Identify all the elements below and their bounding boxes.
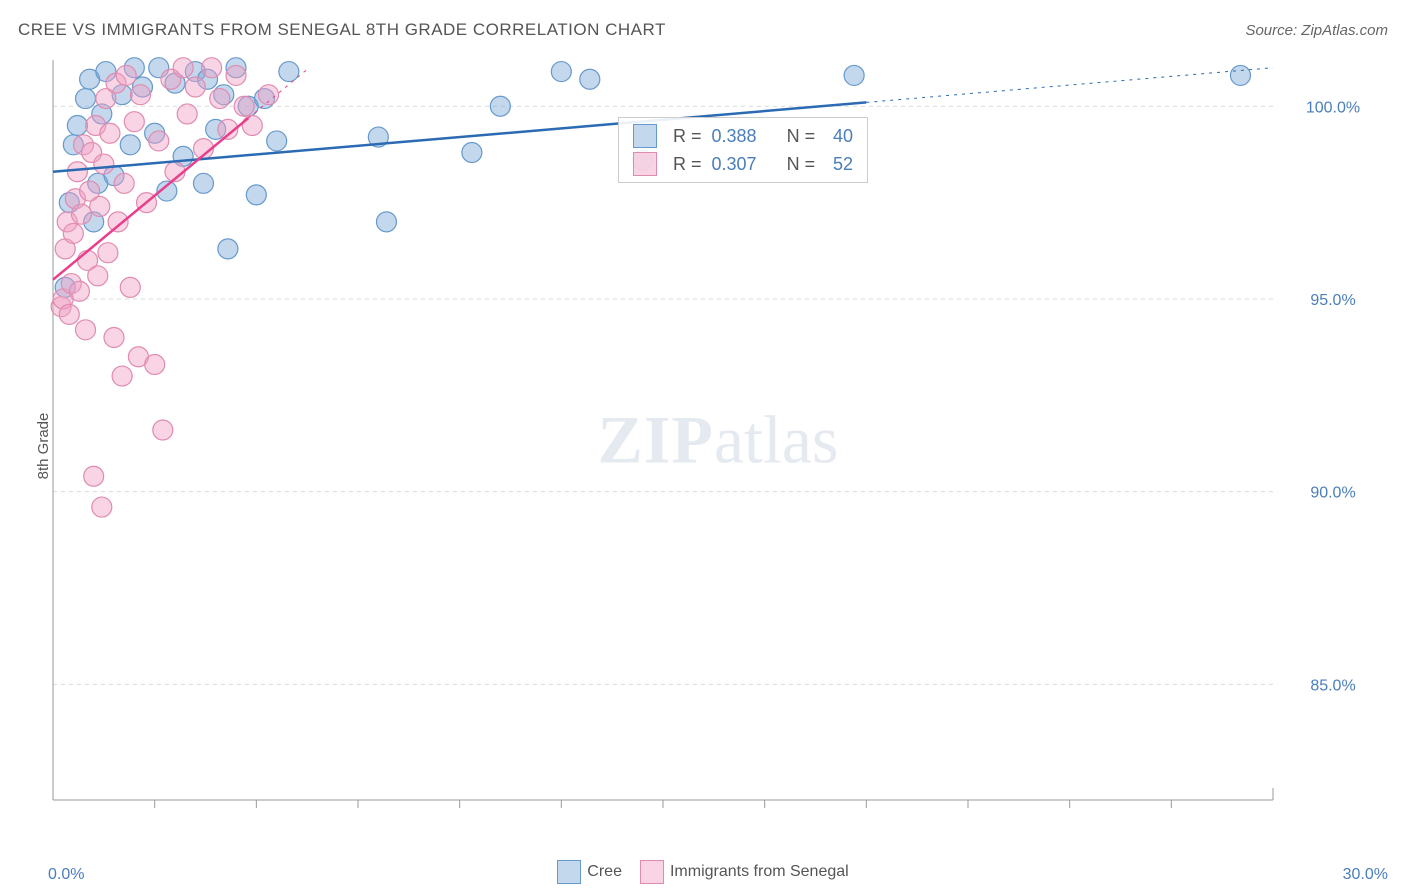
scatter-point: [108, 212, 128, 232]
legend-swatch: [557, 860, 581, 884]
chart-title: CREE VS IMMIGRANTS FROM SENEGAL 8TH GRAD…: [18, 20, 666, 40]
scatter-point: [462, 143, 482, 163]
scatter-point: [149, 131, 169, 151]
scatter-point: [88, 266, 108, 286]
scatter-point: [63, 223, 83, 243]
scatter-point: [173, 58, 193, 78]
scatter-point: [124, 112, 144, 132]
legend-label: Cree: [587, 863, 622, 880]
scatter-point: [100, 123, 120, 143]
scatter-point: [94, 154, 114, 174]
scatter-point: [145, 354, 165, 374]
scatter-point: [67, 162, 87, 182]
scatter-point: [67, 116, 87, 136]
scatter-point: [90, 196, 110, 216]
scatter-point: [279, 62, 299, 82]
scatter-point: [114, 173, 134, 193]
scatter-point: [580, 69, 600, 89]
y-tick-label: 90.0%: [1310, 485, 1355, 502]
legend-item: Cree: [557, 860, 622, 884]
stats-r-label: R =: [673, 154, 702, 175]
stats-n-label: N =: [787, 126, 816, 147]
y-tick-label: 100.0%: [1306, 99, 1360, 116]
scatter-point: [490, 96, 510, 116]
trend-line-extension: [866, 68, 1273, 103]
scatter-point: [84, 466, 104, 486]
stats-legend-box: R = 0.388 N = 40 R = 0.307 N = 52: [618, 117, 868, 183]
chart-source: Source: ZipAtlas.com: [1245, 22, 1388, 39]
scatter-point: [76, 89, 96, 109]
legend-label: Immigrants from Senegal: [670, 863, 849, 880]
scatter-point: [202, 58, 222, 78]
chart-container: CREE VS IMMIGRANTS FROM SENEGAL 8TH GRAD…: [0, 0, 1406, 892]
scatter-point: [76, 320, 96, 340]
scatter-point: [185, 77, 205, 97]
scatter-point: [267, 131, 287, 151]
scatter-point: [59, 304, 79, 324]
scatter-point: [226, 65, 246, 85]
legend-swatch: [633, 124, 657, 148]
scatter-point: [218, 239, 238, 259]
scatter-point: [1230, 65, 1250, 85]
scatter-point: [177, 104, 197, 124]
chart-header: CREE VS IMMIGRANTS FROM SENEGAL 8TH GRAD…: [18, 20, 1388, 40]
scatter-point: [120, 135, 140, 155]
scatter-point: [120, 277, 140, 297]
scatter-point: [71, 204, 91, 224]
stats-r-label: R =: [673, 126, 702, 147]
scatter-point: [210, 89, 230, 109]
y-tick-label: 85.0%: [1310, 677, 1355, 694]
footer-legend: Cree Immigrants from Senegal: [0, 860, 1406, 884]
legend-swatch: [633, 152, 657, 176]
scatter-point: [153, 420, 173, 440]
scatter-point: [130, 85, 150, 105]
scatter-point: [844, 65, 864, 85]
scatter-point: [376, 212, 396, 232]
stats-r-value: 0.307: [712, 154, 757, 175]
stats-n-value: 52: [825, 154, 853, 175]
stats-r-value: 0.388: [712, 126, 757, 147]
scatter-point: [92, 497, 112, 517]
legend-item: Immigrants from Senegal: [640, 860, 849, 884]
stats-n-value: 40: [825, 126, 853, 147]
scatter-point: [246, 185, 266, 205]
scatter-point: [104, 328, 124, 348]
legend-swatch: [640, 860, 664, 884]
scatter-point: [116, 65, 136, 85]
scatter-point: [69, 281, 89, 301]
scatter-point: [193, 173, 213, 193]
scatter-point: [112, 366, 132, 386]
scatter-point: [234, 96, 254, 116]
plot-area: 85.0%90.0%95.0%100.0% ZIPatlas R =0.388N…: [48, 55, 1388, 825]
stats-n-label: N =: [787, 154, 816, 175]
stats-row: R = 0.307 N = 52: [619, 150, 867, 178]
y-tick-label: 95.0%: [1310, 292, 1355, 309]
scatter-point: [98, 243, 118, 263]
stats-row: R = 0.388 N = 40: [619, 122, 867, 150]
scatter-point: [242, 116, 262, 136]
scatter-point: [551, 62, 571, 82]
